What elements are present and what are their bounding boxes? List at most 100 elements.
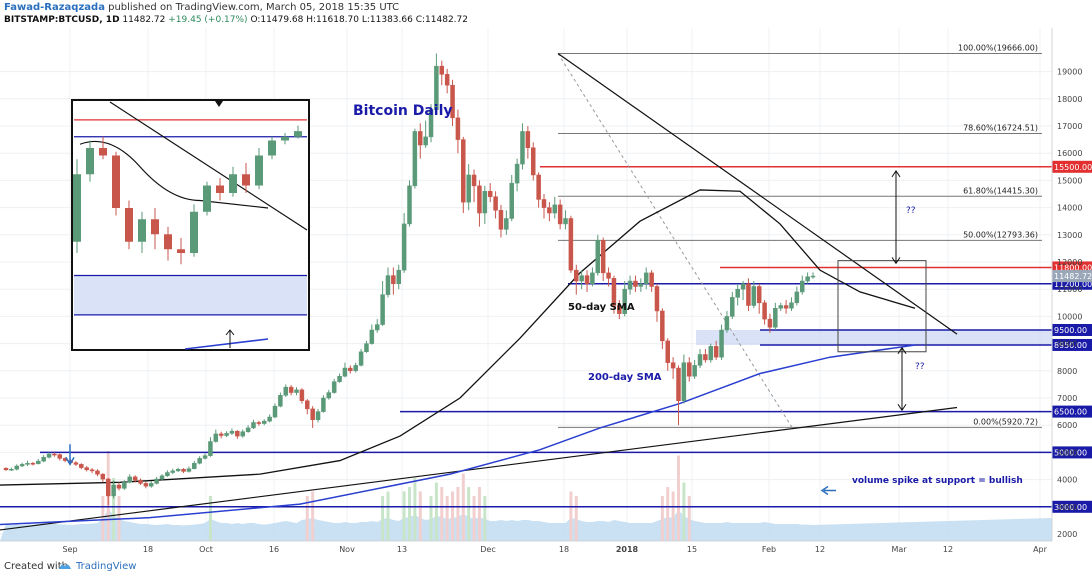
inset-sma200 xyxy=(184,338,269,350)
time-tick: Dec xyxy=(480,545,495,554)
inset-arrow xyxy=(225,329,235,348)
tradingview-brand[interactable]: TradingView xyxy=(76,561,137,572)
moving-averages xyxy=(0,189,916,526)
price-tick: 19000 xyxy=(1057,68,1082,77)
candle-body xyxy=(374,324,380,331)
inset-candle-body xyxy=(190,211,198,253)
candle-body xyxy=(730,297,735,317)
candle-body xyxy=(471,174,477,187)
inset-candle-body xyxy=(99,148,107,156)
volume-bar xyxy=(687,496,691,541)
candle-body xyxy=(391,275,396,285)
candle-body xyxy=(568,218,574,271)
candle-body xyxy=(514,163,520,184)
candle-body xyxy=(407,185,412,225)
candle-body xyxy=(138,479,143,484)
candle-body xyxy=(574,269,579,282)
candle-body xyxy=(89,469,95,472)
candle-body xyxy=(487,191,493,197)
level-tag-bg xyxy=(1052,446,1092,459)
candle-body xyxy=(799,280,805,293)
price-axis[interactable]: 15500.00 11800.00 11200.00 9500.00 8950.00 65… xyxy=(1051,28,1092,541)
candle-body xyxy=(25,463,30,465)
price-chart[interactable]: 100.00%(19666.00) 78.60%(16724.51) 61.80%(… xyxy=(0,28,1092,558)
inset-candle-body xyxy=(73,174,81,242)
volume-bar xyxy=(682,482,686,541)
level-tag: 9500.00 xyxy=(1054,326,1087,335)
candle-body xyxy=(676,367,681,401)
volume-bar xyxy=(456,487,460,541)
candle-body xyxy=(143,483,149,487)
level-tag: 15500.00 xyxy=(1054,163,1092,172)
inset-candle-body xyxy=(177,249,185,253)
candle-body xyxy=(224,433,229,436)
level-tag-bg xyxy=(1052,405,1092,418)
price-tick: 12000 xyxy=(1057,258,1082,267)
candle-body xyxy=(611,278,617,306)
candle-body xyxy=(746,283,751,306)
inset-candle-body xyxy=(216,185,224,193)
inset-candle-body xyxy=(229,174,237,193)
candle-body xyxy=(41,457,46,462)
volume-area xyxy=(0,509,1052,541)
volume-bar xyxy=(483,496,487,541)
volume-bar xyxy=(451,491,455,541)
candle-body xyxy=(477,185,482,214)
ohlc-low: L:11383.66 xyxy=(361,15,413,25)
time-tick: Oct xyxy=(199,545,213,554)
candle-body xyxy=(520,131,525,165)
author-name[interactable]: Fawad-Razaqzada xyxy=(4,2,105,13)
ohlc-high: H:11618.70 xyxy=(306,15,359,25)
volume-bar xyxy=(429,496,433,541)
candle-body xyxy=(450,84,455,119)
candle-body xyxy=(590,272,595,285)
candle-body xyxy=(643,272,649,285)
question-mark-upper: ?? xyxy=(906,206,916,216)
volume-bars xyxy=(0,451,1052,541)
candle-body xyxy=(116,484,122,489)
candle-body xyxy=(482,191,488,214)
candle-body xyxy=(358,351,364,366)
candle-body xyxy=(95,470,100,475)
candle-body xyxy=(606,272,611,279)
candle-body xyxy=(294,389,299,393)
price-tick: 6000 xyxy=(1057,421,1077,430)
candle-body xyxy=(213,433,219,442)
candle-body xyxy=(493,196,498,211)
candle-body xyxy=(9,469,14,471)
candle-body xyxy=(36,460,41,465)
price-tick: 18000 xyxy=(1057,95,1082,104)
candle-body xyxy=(181,469,186,472)
candle-body xyxy=(509,182,514,219)
sma50-line xyxy=(0,189,916,486)
tradingview-logo-icon xyxy=(58,561,72,571)
candles xyxy=(3,53,816,506)
inset-candle-body xyxy=(112,155,120,208)
candle-body xyxy=(466,174,471,203)
time-tick: 16 xyxy=(269,545,279,554)
candle-body xyxy=(649,272,654,287)
candle-body xyxy=(186,468,192,472)
candle-body xyxy=(245,427,251,432)
candle-body xyxy=(703,354,708,361)
candle-body xyxy=(256,422,262,424)
price-tick: 7000 xyxy=(1057,394,1077,403)
fib-label: 0.00%(5920.72) xyxy=(973,417,1038,426)
candle-body xyxy=(778,305,783,309)
price-tick: 11000 xyxy=(1057,285,1082,294)
candle-body xyxy=(697,354,703,366)
volume-bar xyxy=(408,487,411,541)
volume-bar xyxy=(569,491,573,541)
candle-body xyxy=(197,458,202,464)
candle-body xyxy=(251,422,256,429)
price-tick: 13000 xyxy=(1057,231,1082,240)
candle-body xyxy=(154,478,159,484)
sma200-line xyxy=(0,344,916,526)
time-axis[interactable]: Sep 18 Oct 16 Nov 13 Dec 18 2018 15 Feb 12 Mar 12 Apr xyxy=(0,540,1052,554)
candle-body xyxy=(681,362,687,401)
support-zone-band xyxy=(696,330,1052,345)
volume-bar xyxy=(440,487,444,541)
candle-body xyxy=(208,441,213,456)
candle-body xyxy=(278,395,283,407)
price-tick: 10000 xyxy=(1057,312,1082,321)
